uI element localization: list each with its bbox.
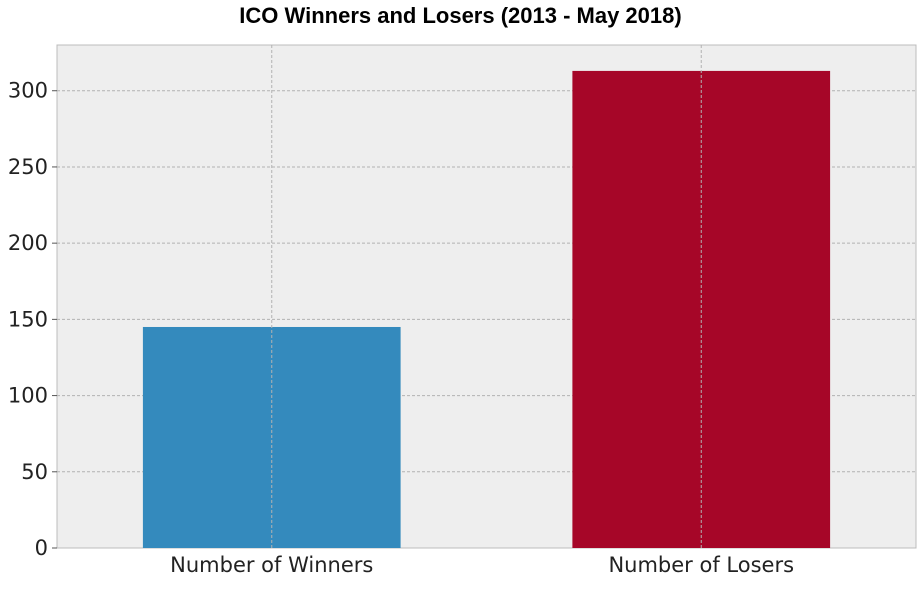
x-axis-ticks: Number of Winners Number of Losers [170, 553, 794, 577]
y-tick-label: 250 [8, 155, 48, 179]
y-tick-label: 50 [21, 460, 48, 484]
y-tick-label: 300 [8, 79, 48, 103]
y-tick-label: 150 [8, 307, 48, 331]
chart-title: ICO Winners and Losers (2013 - May 2018) [239, 3, 682, 28]
y-axis-ticks: 0 50 100 150 200 250 300 [8, 79, 57, 560]
y-tick-label: 200 [8, 231, 48, 255]
x-tick-label: Number of Losers [608, 553, 794, 577]
y-tick-label: 0 [35, 536, 48, 560]
y-tick-label: 100 [8, 384, 48, 408]
x-tick-label: Number of Winners [170, 553, 373, 577]
x-grid-lines [271, 45, 702, 548]
